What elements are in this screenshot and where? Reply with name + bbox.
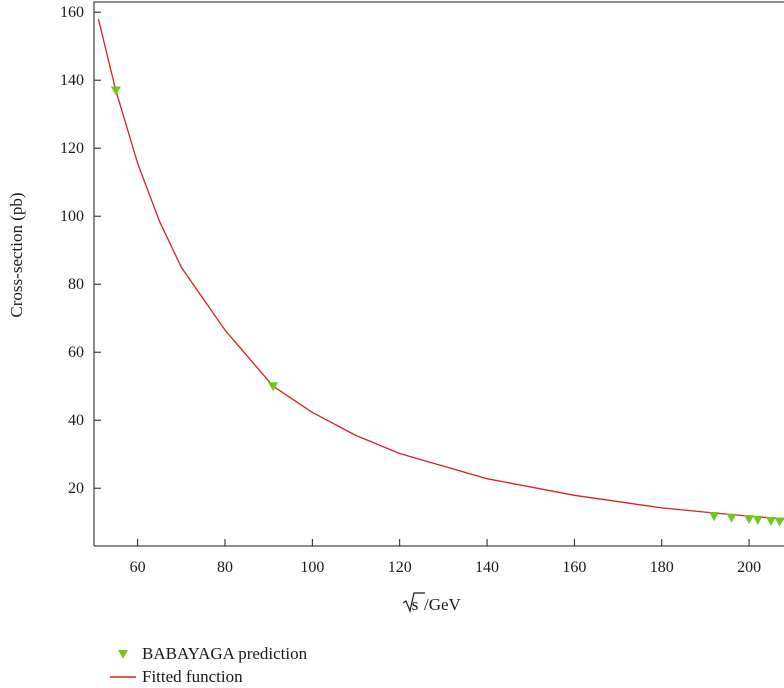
down-triangle-icon bbox=[104, 648, 142, 660]
fitted-function-line bbox=[97, 18, 784, 520]
cross-section-chart: 20 40 60 80 100 120 140 160 60 80 100 120 140 160 180… bbox=[7, 1, 784, 614]
x-axis-title-variable: s bbox=[412, 595, 419, 614]
data-point bbox=[752, 515, 763, 525]
plot-frame-top-left bbox=[93, 1, 784, 546]
y-tick-label: 100 bbox=[60, 208, 84, 225]
x-tick-label: 100 bbox=[300, 559, 324, 576]
sqrt-sign-icon bbox=[402, 592, 425, 614]
legend-item-babayaga: BABAYAGA prediction bbox=[104, 642, 307, 665]
y-tick-label: 60 bbox=[68, 344, 84, 361]
x-tick-label: 140 bbox=[475, 559, 499, 576]
x-axis-title-unit: /GeV bbox=[424, 595, 462, 614]
legend-label: Fitted function bbox=[142, 666, 243, 686]
x-tick-label: 120 bbox=[388, 559, 412, 576]
y-tick-label: 40 bbox=[68, 412, 84, 429]
y-tick-label: 160 bbox=[60, 4, 84, 21]
data-point bbox=[744, 515, 755, 525]
x-tick-label: 200 bbox=[737, 559, 761, 576]
data-point bbox=[774, 517, 784, 527]
y-tick-label: 120 bbox=[60, 140, 84, 157]
y-tick-label: 20 bbox=[68, 480, 84, 497]
data-point bbox=[726, 513, 737, 523]
y-tick-label: 140 bbox=[60, 72, 84, 89]
data-point bbox=[709, 512, 720, 522]
legend: BABAYAGA prediction Fitted function bbox=[104, 642, 307, 688]
y-axis-title: Cross-section (pb) bbox=[7, 192, 26, 317]
data-point bbox=[268, 382, 279, 392]
y-tick-label: 80 bbox=[68, 276, 84, 293]
legend-label: BABAYAGA prediction bbox=[142, 643, 308, 663]
line-icon bbox=[104, 674, 142, 680]
x-axis-title: s /GeV bbox=[402, 592, 462, 614]
x-tick-label: 160 bbox=[562, 559, 586, 576]
legend-item-fitted: Fitted function bbox=[104, 665, 307, 688]
x-tick-label: 80 bbox=[217, 559, 233, 576]
x-tick-label: 180 bbox=[650, 559, 674, 576]
x-tick-label: 60 bbox=[130, 559, 146, 576]
data-point bbox=[110, 86, 121, 96]
data-point bbox=[765, 516, 776, 526]
